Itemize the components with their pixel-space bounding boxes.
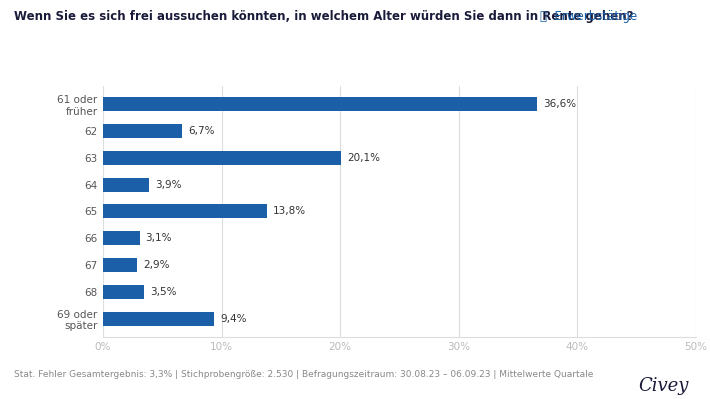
Text: Stat. Fehler Gesamtergebnis: 3,3% | Stichprobengröße: 2.530 | Befragungszeitraum: Stat. Fehler Gesamtergebnis: 3,3% | Stic…	[14, 370, 594, 379]
Bar	[103, 258, 137, 272]
Bar	[103, 124, 182, 138]
Bar	[103, 178, 149, 192]
Bar	[103, 231, 140, 245]
Text: Civey: Civey	[638, 377, 689, 395]
Text: ⓘ  Erwerbstätige: ⓘ Erwerbstätige	[540, 10, 637, 23]
Text: 9,4%: 9,4%	[220, 314, 247, 324]
Bar	[103, 312, 214, 326]
Text: 13,8%: 13,8%	[273, 206, 305, 217]
Text: 20,1%: 20,1%	[347, 153, 380, 163]
Text: 36,6%: 36,6%	[543, 99, 576, 109]
Text: 3,9%: 3,9%	[155, 180, 182, 190]
Bar	[103, 205, 266, 218]
Text: 3,1%: 3,1%	[146, 233, 172, 243]
Bar	[103, 97, 537, 111]
Text: Wenn Sie es sich frei aussuchen könnten, in welchem Alter würden Sie dann in Ren: Wenn Sie es sich frei aussuchen könnten,…	[14, 10, 634, 23]
Text: 2,9%: 2,9%	[143, 260, 170, 270]
Bar	[103, 285, 144, 299]
Text: 6,7%: 6,7%	[188, 126, 215, 136]
Bar	[103, 151, 342, 165]
Text: 3,5%: 3,5%	[151, 287, 177, 297]
